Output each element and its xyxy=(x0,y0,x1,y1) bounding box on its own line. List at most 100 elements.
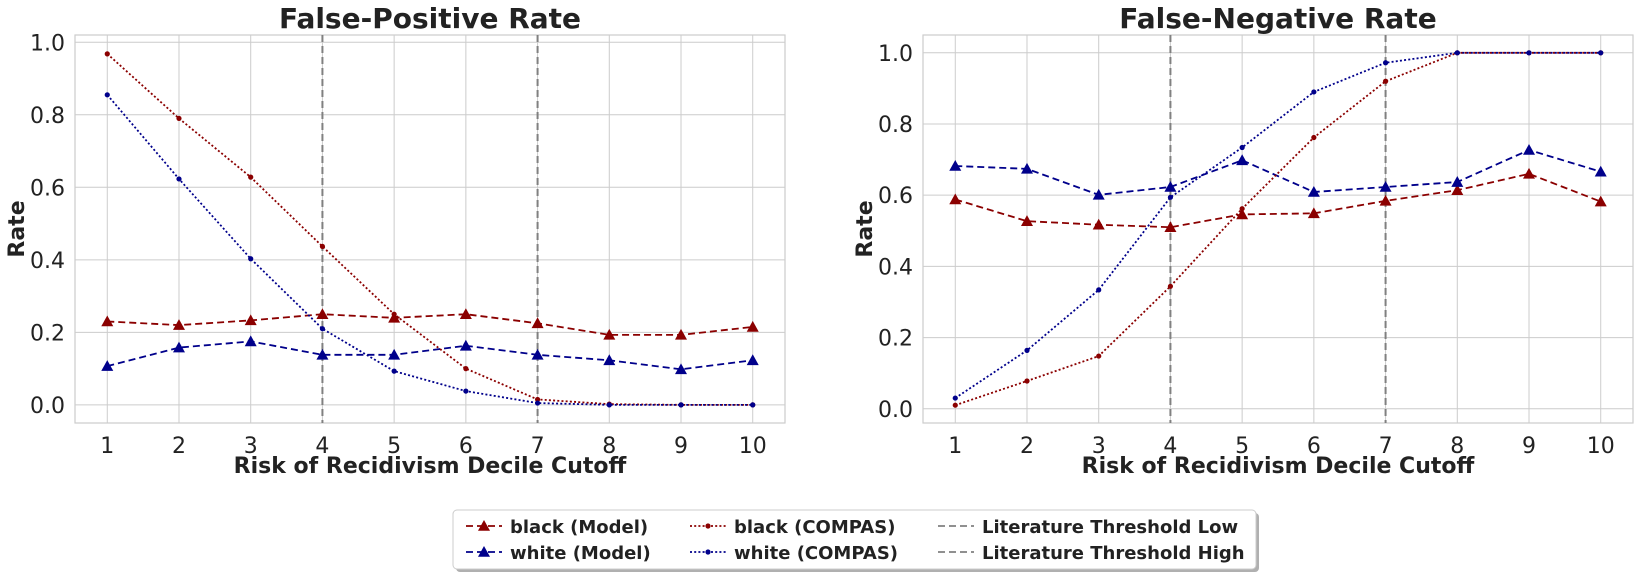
fpr-point-white-model xyxy=(172,341,185,353)
fpr-point-white-model xyxy=(459,339,472,351)
fnr-x-tick-labels: 1 2 3 4 5 6 7 8 9 10 xyxy=(948,434,1614,459)
fpr-grid xyxy=(75,35,785,423)
fnr-threshold-lines xyxy=(1169,35,1387,423)
fpr-chart-title: False-Positive Rate xyxy=(279,2,581,35)
fpr-point-white-model xyxy=(603,354,616,366)
legend-item: Literature Threshold High xyxy=(938,543,1245,564)
legend-label: white (COMPAS) xyxy=(734,543,898,564)
legend: black (Model) white (Model) black (COMPAS)… xyxy=(452,509,1259,572)
fnr-point-black-compas xyxy=(1239,206,1245,212)
fnr-point-white-compas xyxy=(1239,144,1245,151)
legend-marker-swatch xyxy=(478,546,490,557)
fpr-point-black-model xyxy=(101,315,114,327)
legend-label: Literature Threshold High xyxy=(982,543,1245,564)
legend-item: white (Model) xyxy=(466,543,651,564)
fpr-y-tick-label: 0.0 xyxy=(30,394,65,419)
fpr-point-white-compas xyxy=(606,402,612,408)
fnr-point-black-compas xyxy=(1167,283,1174,289)
fpr-y-tick-label: 1.0 xyxy=(30,31,65,56)
fpr-x-tick-label: 7 xyxy=(531,434,545,459)
fnr-point-black-model xyxy=(1523,167,1536,179)
fnr-x-tick-label: 6 xyxy=(1307,434,1321,459)
fnr-series-line-black-compas xyxy=(954,51,1601,407)
fpr-series-line-white-compas xyxy=(106,94,753,406)
fnr-point-white-model xyxy=(1020,162,1033,174)
fnr-y-tick-labels: 0.0 0.2 0.4 0.6 0.8 1.0 xyxy=(878,42,913,423)
fpr-point-black-compas xyxy=(176,115,182,122)
fnr-point-white-compas xyxy=(1024,347,1030,353)
fpr-point-white-model xyxy=(388,348,401,360)
fnr-chart-panel: 1 2 3 4 5 6 7 8 9 10 0.0 0.2 0.4 0.6 0.8 1.0 False-Neg… xyxy=(853,2,1634,479)
fnr-point-white-compas xyxy=(1311,89,1317,95)
fnr-point-white-model xyxy=(1379,180,1392,192)
fpr-point-black-model xyxy=(459,308,472,320)
legend-label: black (COMPAS) xyxy=(734,517,895,538)
fnr-point-black-compas xyxy=(952,402,958,408)
fnr-point-black-model xyxy=(1164,221,1177,233)
fpr-point-black-model xyxy=(675,328,688,340)
fnr-y-tick-label: 0.4 xyxy=(878,255,913,280)
fnr-point-black-model xyxy=(949,193,962,205)
fnr-point-white-compas xyxy=(1167,194,1174,200)
fpr-point-white-compas xyxy=(534,400,541,406)
fnr-point-white-model xyxy=(1523,143,1536,155)
fnr-x-axis-label: Risk of Recidivism Decile Cutoff xyxy=(1082,454,1476,479)
legend-item: black (COMPAS) xyxy=(690,517,895,538)
fnr-point-white-model xyxy=(1092,188,1105,200)
fnr-point-black-model xyxy=(1451,184,1464,195)
fpr-y-tick-label: 0.8 xyxy=(30,104,65,129)
legend-item: white (COMPAS) xyxy=(690,543,898,564)
fnr-y-tick-label: 0.6 xyxy=(878,184,913,209)
fnr-point-white-model xyxy=(1307,185,1320,197)
fpr-point-white-compas xyxy=(319,326,326,332)
fpr-point-white-model xyxy=(101,360,114,371)
fnr-point-black-model xyxy=(1379,194,1392,206)
fpr-x-tick-label: 8 xyxy=(602,434,616,459)
fpr-point-black-compas xyxy=(391,311,397,317)
fpr-point-black-model xyxy=(746,320,759,332)
fnr-point-white-compas xyxy=(1382,60,1389,66)
legend-marker-swatch xyxy=(478,520,490,531)
fnr-y-tick-label: 1.0 xyxy=(878,42,913,67)
fnr-point-white-model xyxy=(1164,180,1177,192)
fnr-point-white-compas xyxy=(1598,50,1604,56)
fpr-series-group xyxy=(101,51,759,408)
fpr-point-white-compas xyxy=(750,402,756,408)
fnr-x-tick-label: 8 xyxy=(1450,434,1464,459)
fpr-x-tick-label: 3 xyxy=(244,434,258,459)
fpr-x-tick-label: 1 xyxy=(100,434,114,459)
fpr-point-black-model xyxy=(603,328,616,340)
legend-items: black (Model) white (Model) black (COMPAS)… xyxy=(466,517,1245,564)
fpr-point-black-model xyxy=(316,308,329,320)
fpr-y-axis-label: Rate xyxy=(5,200,30,257)
fnr-point-white-model xyxy=(1594,165,1607,177)
fnr-series-group xyxy=(949,50,1607,408)
fnr-x-tick-label: 4 xyxy=(1163,434,1177,459)
fpr-x-tick-label: 4 xyxy=(315,434,329,459)
fpr-y-tick-label: 0.4 xyxy=(30,249,65,274)
fnr-point-black-model xyxy=(1236,208,1249,220)
legend-item: Literature Threshold Low xyxy=(938,517,1238,538)
fpr-threshold-lines xyxy=(321,35,539,423)
fnr-point-white-model xyxy=(1236,154,1249,166)
fnr-point-black-compas xyxy=(1096,353,1102,359)
fnr-x-tick-label: 10 xyxy=(1587,434,1615,459)
fnr-point-black-compas xyxy=(1382,78,1389,84)
fpr-point-black-compas xyxy=(463,366,469,372)
legend-box xyxy=(452,509,1257,570)
fnr-point-white-compas xyxy=(1096,287,1102,293)
fpr-y-tick-labels: 0.0 0.2 0.4 0.6 0.8 1.0 xyxy=(30,31,65,419)
fnr-y-axis-label: Rate xyxy=(853,200,878,257)
fpr-x-tick-labels: 1 2 3 4 5 6 7 8 9 10 xyxy=(100,434,766,459)
fpr-x-tick-label: 10 xyxy=(739,434,767,459)
fpr-point-black-model xyxy=(244,314,257,326)
legend-label: black (Model) xyxy=(510,517,648,538)
fpr-point-black-compas xyxy=(534,396,541,403)
fnr-point-black-compas xyxy=(1024,378,1030,384)
fnr-series-line-black-model xyxy=(955,172,1602,229)
fnr-point-white-compas xyxy=(1526,50,1532,56)
fpr-point-white-compas xyxy=(678,402,684,408)
fnr-y-tick-label: 0.2 xyxy=(878,327,913,352)
fpr-x-tick-label: 6 xyxy=(459,434,473,459)
